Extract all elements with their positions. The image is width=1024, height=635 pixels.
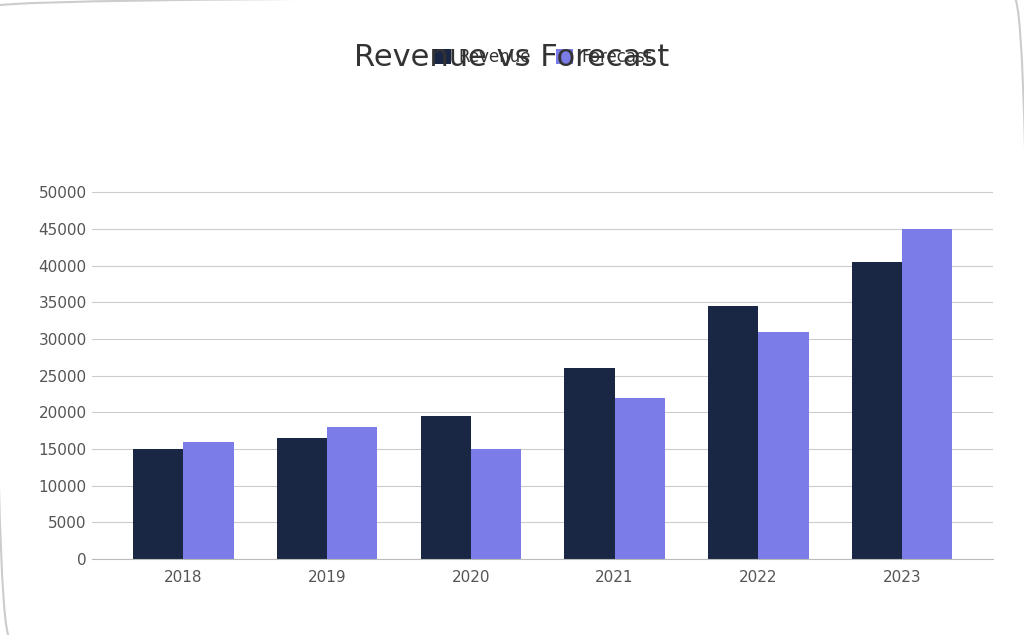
Bar	[564, 368, 614, 559]
Bar	[708, 306, 759, 559]
Bar	[902, 229, 952, 559]
Bar	[471, 449, 521, 559]
Bar	[183, 441, 233, 559]
Bar	[421, 416, 471, 559]
Text: Revenue vs Forecast: Revenue vs Forecast	[354, 43, 670, 72]
Bar	[327, 427, 378, 559]
Legend: Revenue, Forecast: Revenue, Forecast	[427, 41, 658, 72]
Bar	[759, 331, 809, 559]
Bar	[614, 398, 665, 559]
Bar	[852, 262, 902, 559]
Bar	[133, 449, 183, 559]
Bar	[276, 438, 327, 559]
